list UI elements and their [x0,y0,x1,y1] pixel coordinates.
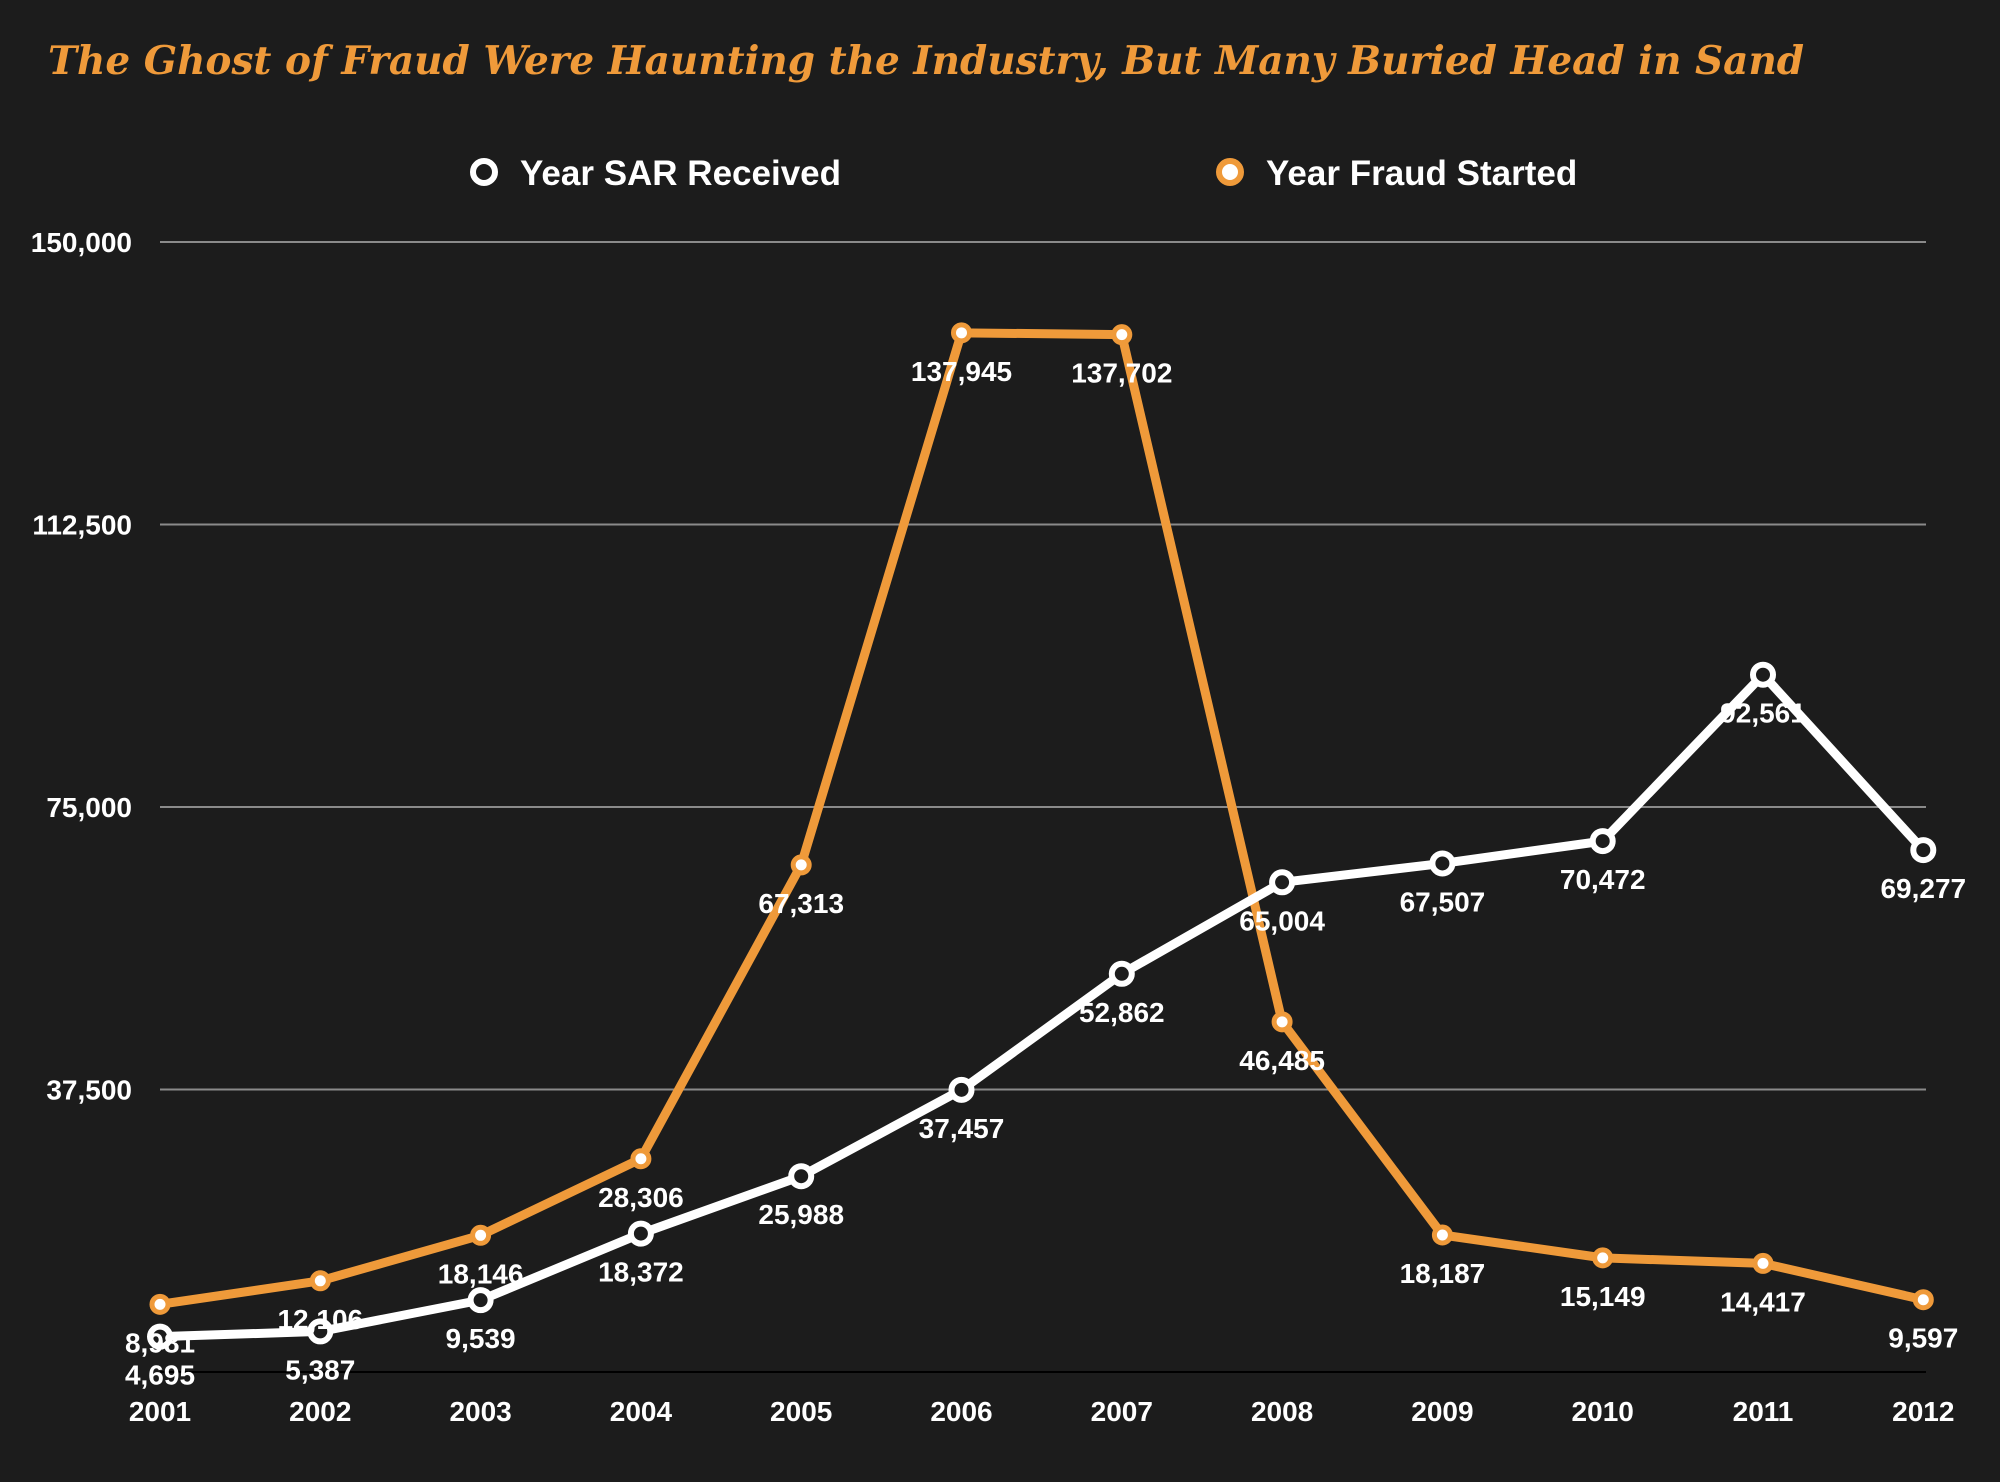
y-tick-label: 112,500 [32,510,132,541]
data-point-fraud[interactable] [470,1224,492,1246]
series-layer [147,322,1937,1350]
legend-item-fraud[interactable]: Year Fraud Started [1216,154,1577,193]
data-point-fraud[interactable] [630,1148,652,1170]
data-label-fraud: 137,945 [911,356,1012,387]
legend-marker-sar [470,158,498,186]
data-label-fraud: 15,149 [1560,1281,1646,1312]
legend-label-sar: Year SAR Received [520,154,841,193]
x-tick-label: 2006 [930,1396,992,1427]
legend-marker-fraud [1216,158,1244,186]
x-tick-label: 2008 [1251,1396,1313,1427]
data-label-sar: 69,277 [1880,873,1966,904]
data-label-fraud: 18,146 [438,1258,524,1289]
data-label-fraud: 67,313 [758,888,844,919]
data-label-sar: 67,507 [1400,886,1486,917]
legend-item-sar[interactable]: Year SAR Received [470,154,841,193]
data-label-sar: 18,372 [598,1257,684,1288]
data-label-sar: 37,457 [919,1113,1005,1144]
y-axis-ticks: 37,500 75,000 112,500 150,000 [31,227,132,1106]
chart-title: The Ghost of Fraud Were Haunting the Ind… [48,38,1804,84]
data-point-sar[interactable] [307,1318,334,1345]
data-label-fraud: 46,485 [1239,1045,1325,1076]
data-label-fraud: 137,702 [1071,358,1172,389]
x-tick-label: 2010 [1572,1396,1634,1427]
y-tick-label: 150,000 [31,227,132,258]
x-tick-label: 2011 [1733,1396,1794,1427]
data-label-sar: 92,561 [1720,698,1806,729]
data-point-sar[interactable] [627,1220,654,1247]
data-point-sar[interactable] [948,1076,975,1103]
data-label-sar: 5,387 [285,1354,355,1385]
x-tick-label: 2009 [1411,1396,1473,1427]
data-label-fraud: 8,981 [125,1327,195,1358]
data-label-fraud: 28,306 [598,1182,684,1213]
data-label-sar: 70,472 [1560,864,1646,895]
data-label-fraud: 12,106 [277,1304,363,1335]
data-point-fraud[interactable] [1431,1224,1453,1246]
data-label-sar: 4,695 [125,1360,195,1391]
data-point-fraud[interactable] [149,1293,171,1315]
data-labels: 8,981 12,106 18,146 28,306 67,313 137,945 137,… [125,356,1966,1391]
data-point-fraud[interactable] [1592,1247,1614,1269]
data-point-sar[interactable] [1750,661,1776,688]
data-point-sar[interactable] [467,1287,494,1314]
legend: Year SAR Received Year Fraud Started [470,154,1577,193]
data-point-fraud[interactable] [951,322,972,344]
data-point-sar[interactable] [1269,869,1296,896]
series-line-fraud [155,328,1928,1309]
data-point-sar[interactable] [1429,850,1456,877]
y-tick-label: 75,000 [46,792,132,823]
data-point-sar[interactable] [1910,837,1937,864]
data-point-fraud[interactable] [1271,1011,1293,1033]
data-label-fraud: 9,597 [1888,1323,1958,1354]
data-label-sar: 65,004 [1239,905,1325,936]
series-line-sar [155,670,1928,1342]
data-point-fraud[interactable] [309,1270,331,1292]
data-point-fraud[interactable] [1111,324,1133,346]
data-label-sar: 9,539 [446,1323,516,1354]
x-axis-ticks: 2001 2002 2003 2004 2005 2006 2007 2008 2009 2010… [129,1396,1955,1427]
data-point-sar[interactable] [788,1163,815,1190]
data-label-sar: 25,988 [758,1199,844,1230]
gridlines [160,241,1926,1091]
x-tick-label: 2007 [1091,1396,1153,1427]
x-tick-label: 2005 [770,1396,832,1427]
y-tick-label: 37,500 [46,1075,132,1106]
data-point-sar[interactable] [1108,960,1135,987]
x-tick-label: 2001 [129,1396,191,1427]
x-tick-label: 2004 [610,1396,673,1427]
x-tick-label: 2002 [289,1396,351,1427]
x-tick-label: 2012 [1892,1396,1954,1427]
legend-label-fraud: Year Fraud Started [1266,154,1577,193]
x-tick-label: 2003 [449,1396,511,1427]
data-label-fraud: 18,187 [1400,1258,1486,1289]
data-label-fraud: 14,417 [1720,1286,1806,1317]
data-label-sar: 52,862 [1079,997,1165,1028]
data-point-fraud[interactable] [790,854,812,876]
data-point-sar[interactable] [147,1323,173,1350]
data-point-fraud[interactable] [1912,1289,1934,1311]
data-point-fraud[interactable] [1752,1252,1774,1274]
data-point-sar[interactable] [1589,828,1616,855]
